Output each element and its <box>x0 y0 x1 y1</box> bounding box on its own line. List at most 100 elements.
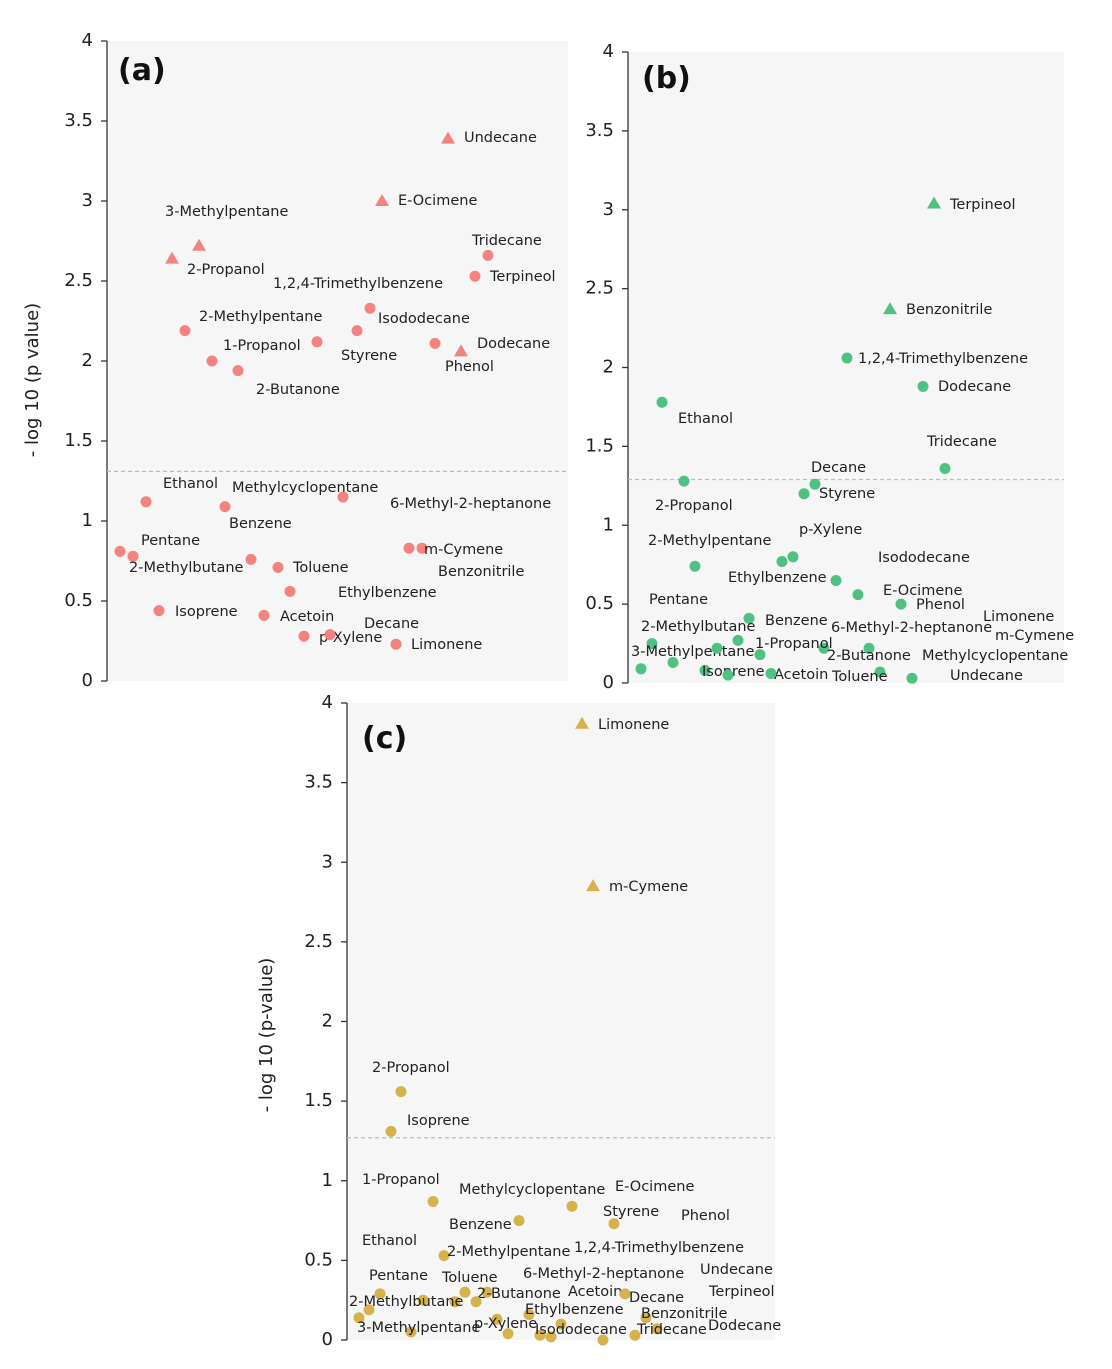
data-label: Limonene <box>983 609 1054 625</box>
data-point <box>245 553 257 565</box>
data-point <box>337 491 349 503</box>
data-point <box>353 1312 365 1324</box>
data-point <box>722 669 734 681</box>
data-label: 2-Butanone <box>477 1286 561 1302</box>
data-point <box>403 542 415 554</box>
data-label: Methylcyclopentane <box>459 1182 605 1198</box>
data-point-triangle <box>441 131 455 144</box>
panel-label: (b) <box>642 61 691 96</box>
data-point-triangle <box>375 194 389 206</box>
data-label: 2-Methylpentane <box>447 1244 570 1260</box>
data-label: 1,2,4-Trimethylbenzene <box>273 276 443 292</box>
data-label: Decane <box>364 616 419 632</box>
y-tick-label: 3 <box>603 199 614 220</box>
data-point <box>127 550 139 562</box>
data-point <box>311 336 323 348</box>
data-point <box>324 629 336 641</box>
data-point <box>179 325 191 337</box>
data-label: Benzene <box>765 613 828 629</box>
data-label: Undecane <box>464 130 537 146</box>
data-label: Phenol <box>681 1208 730 1224</box>
data-point <box>917 380 929 392</box>
data-label: Acetoin <box>774 667 828 683</box>
data-point <box>895 598 907 610</box>
data-point <box>798 488 810 500</box>
data-point <box>818 642 830 654</box>
data-point <box>619 1288 631 1300</box>
data-point <box>491 1313 503 1325</box>
data-label: 1,2,4-Trimethylbenzene <box>574 1240 744 1256</box>
data-point <box>469 270 481 282</box>
data-point <box>841 352 853 364</box>
data-label: 2-Methylbutane <box>129 560 244 576</box>
y-tick-label: 1.5 <box>585 435 614 456</box>
data-point-triangle <box>586 879 600 892</box>
data-label: 6-Methyl-2-heptanone <box>831 620 992 636</box>
data-label: Pentane <box>369 1268 428 1284</box>
y-tick-label: 3.5 <box>585 120 614 141</box>
data-label: Benzonitrile <box>906 302 992 318</box>
data-label: E-Ocimene <box>883 583 962 599</box>
data-label: 1-Propanol <box>223 338 301 354</box>
data-label: Acetoin <box>568 1284 622 1300</box>
data-point <box>699 664 711 676</box>
data-label: 1-Propanol <box>755 636 833 652</box>
data-point <box>678 475 690 487</box>
data-point <box>555 1318 567 1330</box>
data-point-triangle <box>883 302 897 315</box>
data-label: Tridecane <box>636 1322 707 1338</box>
data-label: Terpineol <box>949 197 1016 213</box>
data-label: m-Cymene <box>995 628 1074 644</box>
y-tick-label: 1.5 <box>64 430 93 451</box>
data-point <box>417 1294 429 1306</box>
y-tick-label: 3 <box>82 190 93 211</box>
data-label: p-Xylene <box>474 1316 537 1332</box>
data-point <box>114 545 126 557</box>
data-point <box>874 666 886 678</box>
data-point <box>523 1309 535 1321</box>
plot-background <box>628 52 1064 683</box>
data-point <box>863 642 875 654</box>
data-point <box>651 1323 663 1335</box>
data-label: Phenol <box>445 359 494 375</box>
data-point-triangle <box>192 238 206 251</box>
data-label: E-Ocimene <box>615 1179 694 1195</box>
data-point <box>635 663 647 675</box>
y-axis-label: - log 10 (p-value) <box>256 958 277 1113</box>
y-tick-label: 3 <box>322 851 333 872</box>
data-label: Benzene <box>229 516 292 532</box>
data-label: Isododecane <box>878 550 970 566</box>
data-point <box>390 638 402 650</box>
data-point <box>906 672 918 684</box>
data-point <box>711 642 723 654</box>
data-label: 6-Methyl-2-heptanone <box>390 496 551 512</box>
data-point <box>206 355 218 367</box>
data-point <box>284 585 296 597</box>
data-label: 2-Propanol <box>655 498 733 514</box>
y-tick-label: 2.5 <box>585 278 614 299</box>
panel-label: (a) <box>118 53 166 88</box>
data-label: 3-Methylpentane <box>631 644 754 660</box>
data-point-triangle <box>165 251 179 264</box>
data-label: Dodecane <box>938 379 1011 395</box>
y-tick-label: 3.5 <box>304 772 333 793</box>
y-tick-label: 0.5 <box>585 593 614 614</box>
data-point <box>513 1215 525 1227</box>
data-point <box>481 1286 493 1298</box>
y-tick-label: 1 <box>82 510 93 531</box>
data-label: Ethanol <box>163 476 218 492</box>
data-point <box>597 1334 609 1346</box>
data-point <box>629 1329 641 1341</box>
data-label: E-Ocimene <box>398 193 477 209</box>
data-label: Styrene <box>341 348 397 364</box>
data-point <box>667 656 679 668</box>
data-point <box>385 1125 397 1137</box>
data-point <box>258 609 270 621</box>
data-label: Terpineol <box>708 1284 775 1300</box>
data-label: Benzonitrile <box>438 564 524 580</box>
data-label: 1-Propanol <box>362 1172 440 1188</box>
data-point <box>502 1328 514 1340</box>
y-tick-label: 0.5 <box>64 590 93 611</box>
data-label: Isoprene <box>175 604 238 620</box>
